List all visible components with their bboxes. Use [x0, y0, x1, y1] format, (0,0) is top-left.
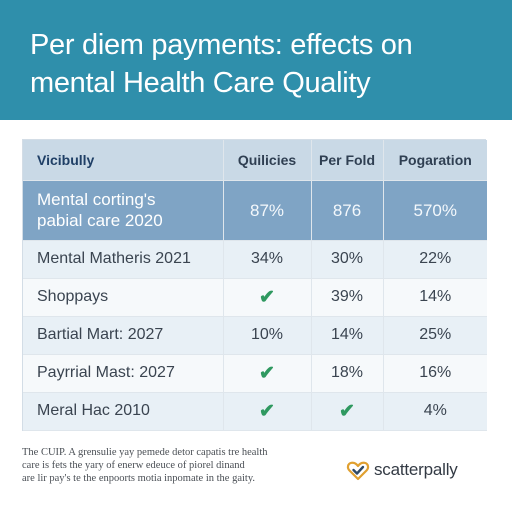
footnote-line-2: care is fets the yary of enerw edeuce of…	[22, 460, 245, 471]
row-label-line-1: Mental corting's	[37, 190, 156, 209]
table-row[interactable]: Meral Hac 2010 ✔ ✔ 4%	[23, 392, 487, 431]
check-icon: ✔	[339, 400, 355, 422]
table-cell: 22%	[383, 240, 487, 279]
table-cell: 570%	[383, 180, 487, 241]
table-cell: 18%	[311, 354, 384, 393]
table-cell: ✔	[223, 354, 312, 393]
page-title-line-2: mental Health Care Quality	[30, 67, 371, 99]
table-cell: 16%	[383, 354, 487, 393]
table-cell: 14%	[311, 316, 384, 355]
brand-logo[interactable]: scatterpally	[346, 455, 458, 485]
row-label: Mental corting's pabial care 2020	[23, 180, 224, 241]
row-label: Shoppays	[23, 278, 224, 317]
table-cell: 14%	[383, 278, 487, 317]
table-row[interactable]: Shoppays ✔ 39% 14%	[23, 278, 487, 317]
table-cell: ✔	[223, 278, 312, 317]
column-header[interactable]: Pogaration	[383, 140, 487, 181]
title-banner: Per diem payments: effects on mental Hea…	[0, 0, 512, 120]
footnote-line-1: The CUIP. A grensulie yay pemede detor c…	[22, 447, 268, 458]
footnote: The CUIP. A grensulie yay pemede detor c…	[22, 446, 322, 485]
column-header[interactable]: Per Fold	[311, 140, 384, 181]
check-icon: ✔	[259, 400, 275, 422]
table-cell: 25%	[383, 316, 487, 355]
comparison-table: Vicibully Quilicies Per Fold Pogaration …	[22, 139, 487, 431]
check-icon: ✔	[259, 286, 275, 308]
row-label: Payrrial Mast: 2027	[23, 354, 224, 393]
table-cell: 87%	[223, 180, 312, 241]
row-label: Bartial Mart: 2027	[23, 316, 224, 355]
row-label-line-2: pabial care 2020	[37, 211, 163, 230]
check-icon: ✔	[259, 362, 275, 384]
footnote-line-3: are lir pay's te the enpoorts motia inpo…	[22, 473, 256, 484]
table-cell: ✔	[223, 392, 312, 431]
featured-row[interactable]: Mental corting's pabial care 2020 87% 87…	[23, 180, 487, 241]
row-label: Meral Hac 2010	[23, 392, 224, 431]
column-header[interactable]: Quilicies	[223, 140, 312, 181]
brand-name: scatterpally	[374, 460, 458, 479]
column-header[interactable]: Vicibully	[23, 140, 224, 181]
table-row[interactable]: Payrrial Mast: 2027 ✔ 18% 16%	[23, 354, 487, 393]
table-header-row: Vicibully Quilicies Per Fold Pogaration	[23, 140, 487, 181]
table-cell: 39%	[311, 278, 384, 317]
table-cell: ✔	[311, 392, 384, 431]
table-cell: 4%	[383, 392, 487, 431]
table-cell: 34%	[223, 240, 312, 279]
page-title-line-1: Per diem payments: effects on	[30, 29, 413, 61]
table-cell: 876	[311, 180, 384, 241]
table-cell: 10%	[223, 316, 312, 355]
page-title: Per diem payments: effects on mental Hea…	[30, 26, 488, 102]
heart-check-icon	[346, 461, 370, 481]
table-cell: 30%	[311, 240, 384, 279]
row-label: Mental Matheris 2021	[23, 240, 224, 279]
table-row[interactable]: Mental Matheris 2021 34% 30% 22%	[23, 240, 487, 279]
table-row[interactable]: Bartial Mart: 2027 10% 14% 25%	[23, 316, 487, 355]
